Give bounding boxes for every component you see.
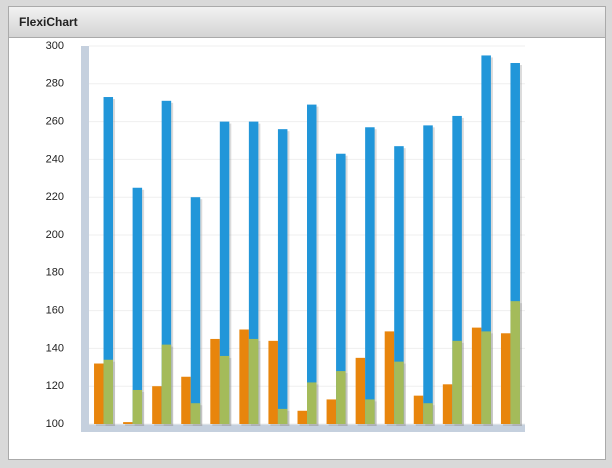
bar [277,408,288,424]
bar [452,340,462,424]
bar [452,115,462,425]
bar [423,125,433,424]
bar [103,97,114,424]
bar [161,100,172,424]
bar [394,361,404,424]
bar [219,355,230,424]
bar [510,301,520,424]
bar [248,121,259,424]
bar [423,403,433,424]
bar [365,127,375,425]
y-tick-label: 160 [46,305,64,317]
bar [181,376,191,424]
y-tick-label: 200 [46,229,64,241]
bar [190,403,201,424]
bar [297,410,307,424]
bar [471,327,482,424]
bar [326,399,337,424]
y-tick-label: 100 [46,418,64,430]
bar [413,395,424,424]
bar [394,146,404,425]
y-tick-label: 140 [46,342,64,354]
bar [365,399,375,424]
bar [442,384,453,424]
bar [481,55,491,424]
bar [132,389,143,424]
y-tick-label: 180 [46,267,64,279]
bar [103,359,114,424]
y-tick-label: 120 [46,380,64,392]
y-tick-label: 220 [46,191,64,203]
bar [307,104,317,424]
bar [481,331,491,424]
bar [355,357,366,424]
bar [132,187,143,424]
y-tick-label: 260 [46,116,64,128]
panel-header: FlexiChart [9,7,605,38]
bar [152,386,162,424]
bar-shadow [125,424,135,426]
bar [219,121,230,424]
bar [500,333,511,424]
bar [384,331,395,424]
bar [190,197,201,424]
bar [123,422,133,424]
y-tick-label: 240 [46,153,64,165]
y-tick-label: 280 [46,78,64,90]
bar [248,338,259,424]
bar [307,382,317,424]
bar [277,129,288,424]
y-tick-label: 300 [46,40,64,52]
x-axis-band [89,424,525,432]
bar [94,363,104,424]
bar [210,338,220,424]
bar [161,344,172,424]
bar [268,340,278,424]
y-axis-band [81,46,89,432]
bar [510,63,520,424]
bar [336,371,346,424]
bar [239,329,249,424]
bar [336,153,346,425]
